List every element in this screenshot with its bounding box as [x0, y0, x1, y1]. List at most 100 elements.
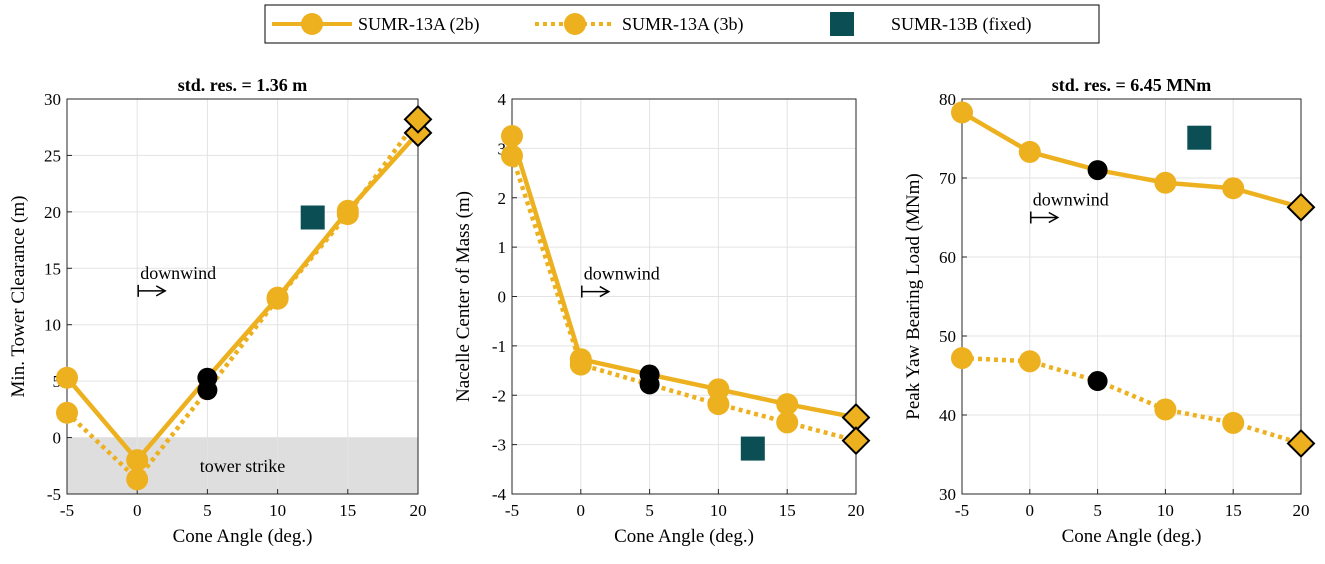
- y-tick-label: 30: [939, 485, 956, 504]
- y-tick-label: 1: [498, 238, 507, 257]
- y-tick-label: 25: [44, 146, 61, 165]
- data-point-3b-highlight: [1087, 371, 1108, 392]
- downwind-arrow-head: [1048, 211, 1060, 224]
- x-tick-label: -5: [505, 501, 519, 520]
- legend-marker-3b: [564, 13, 586, 35]
- chart-title: std. res. = 1.36 m: [178, 75, 307, 95]
- data-point-2b: [776, 393, 799, 416]
- x-tick-label: 10: [710, 501, 727, 520]
- legend-label-3b: SUMR-13A (3b): [622, 14, 744, 35]
- legend-box: [264, 4, 1100, 44]
- data-point-2b: [126, 449, 149, 472]
- x-tick-label: 15: [779, 501, 796, 520]
- x-tick-label: 20: [410, 501, 427, 520]
- data-point-fixed: [1187, 125, 1212, 150]
- downwind-label: downwind: [584, 264, 660, 284]
- y-tick-label: 15: [44, 259, 61, 278]
- x-tick-label: 10: [1157, 501, 1174, 520]
- data-point-3b-diamond: [1286, 429, 1316, 458]
- data-point-2b: [501, 125, 523, 148]
- data-point-3b: [1154, 398, 1177, 421]
- data-point-fixed: [300, 205, 325, 230]
- series-line-3b: [65, 117, 420, 482]
- x-tick-label: 10: [269, 501, 286, 520]
- y-tick-label: 50: [939, 327, 956, 346]
- legend-entry-fixed: SUMR-13B (fixed): [830, 12, 1032, 36]
- downwind-label: downwind: [1033, 190, 1109, 210]
- data-point-2b: [56, 366, 78, 389]
- y-tick-label: 30: [44, 90, 61, 109]
- y-axis-label: Min. Tower Clearance (m): [8, 196, 29, 398]
- data-point-3b: [1018, 350, 1041, 373]
- x-tick-label: 0: [577, 501, 586, 520]
- data-point-3b-diamond: [403, 104, 433, 134]
- x-tick-label: 20: [848, 501, 865, 520]
- y-tick-label: 80: [939, 90, 956, 109]
- x-tick-label: 0: [133, 501, 142, 520]
- x-tick-label: 15: [1225, 501, 1242, 520]
- x-axis-label: Cone Angle (deg.): [614, 526, 754, 547]
- axes-box: [66, 98, 419, 495]
- downwind-annotation: downwind: [581, 264, 660, 298]
- data-point-3b: [501, 144, 523, 167]
- y-tick-label: 20: [44, 203, 61, 222]
- data-point-3b: [951, 347, 973, 370]
- chart-title: std. res. = 6.45 MNm: [1052, 75, 1211, 95]
- x-tick-label: 5: [203, 501, 212, 520]
- y-tick-label: 0: [498, 288, 507, 307]
- y-tick-label: 3: [498, 139, 507, 158]
- x-axis-label: Cone Angle (deg.): [1062, 526, 1202, 547]
- tower-strike-label: tower strike: [200, 456, 285, 476]
- data-point-3b: [56, 401, 78, 424]
- downwind-annotation: downwind: [1030, 190, 1109, 224]
- data-point-2b-highlight: [1087, 160, 1108, 181]
- y-tick-label: 10: [44, 316, 61, 335]
- axes-box: [961, 98, 1302, 495]
- data-point-2b: [951, 101, 973, 124]
- y-tick-label: -3: [492, 436, 506, 455]
- plot-area: [67, 99, 418, 494]
- data-point-fixed: [740, 436, 765, 461]
- y-tick-label: 60: [939, 248, 956, 267]
- data-point-3b: [569, 353, 592, 376]
- legend-entry-3b: SUMR-13A (3b): [535, 13, 744, 35]
- downwind-arrow-head: [155, 285, 167, 297]
- legend-marker-2b: [301, 13, 323, 35]
- x-tick-label: 5: [1093, 501, 1102, 520]
- chart-panel-3: -5 0 5 10 15 20 30 40 50 60 70 80 Cone Angle (deg.) P…: [903, 75, 1316, 547]
- data-point-3b: [336, 203, 359, 226]
- data-point-3b-highlight: [197, 380, 218, 401]
- x-axis-label: Cone Angle (deg.): [173, 526, 313, 547]
- y-tick-label: 40: [939, 406, 956, 425]
- data-point-3b-highlight: [639, 374, 660, 395]
- data-point-2b: [1018, 140, 1041, 163]
- y-tick-label: -4: [492, 485, 507, 504]
- y-tick-label: 70: [939, 169, 956, 188]
- x-tick-label: 15: [339, 501, 356, 520]
- y-tick-label: 0: [53, 429, 62, 448]
- chart-panel-2: -5 0 5 10 15 20 -4 -3 -2 -1 0 1 2 3 4 Cone Angle (deg.)…: [453, 90, 871, 547]
- series-line-3b: [961, 355, 1302, 446]
- y-tick-label: -2: [492, 386, 506, 405]
- data-point-3b: [1222, 411, 1245, 434]
- data-point-2b: [1222, 177, 1245, 200]
- series-line-2b: [509, 135, 857, 420]
- legend: SUMR-13A (2b) SUMR-13A (3b) SUMR-13B (fi…: [264, 4, 1100, 44]
- downwind-annotation: downwind: [137, 263, 216, 297]
- data-point-3b: [266, 287, 289, 310]
- x-tick-label: 0: [1026, 501, 1035, 520]
- y-tick-label: 2: [498, 189, 507, 208]
- data-point-3b: [707, 393, 730, 416]
- legend-marker-fixed: [830, 12, 854, 36]
- series-line-2b: [65, 131, 420, 463]
- data-point-2b: [1154, 171, 1177, 194]
- plot-area: [962, 99, 1301, 494]
- y-axis-label: Peak Yaw Bearing Load (MNm): [903, 173, 924, 419]
- data-point-3b-diamond: [841, 426, 871, 456]
- x-tick-label: 20: [1293, 501, 1310, 520]
- legend-label-fixed: SUMR-13B (fixed): [891, 14, 1032, 35]
- data-point-3b: [776, 411, 799, 434]
- x-tick-label: 5: [645, 501, 654, 520]
